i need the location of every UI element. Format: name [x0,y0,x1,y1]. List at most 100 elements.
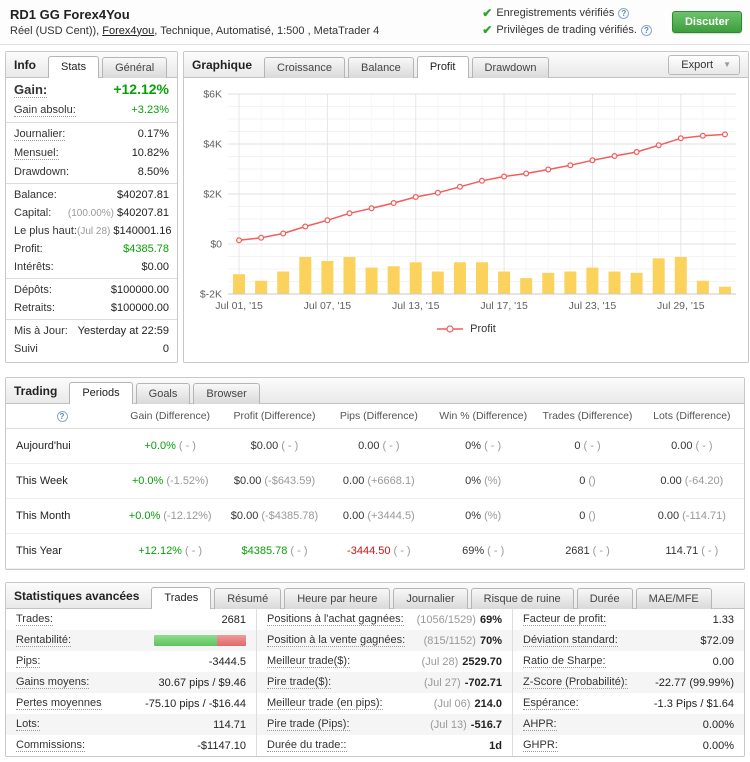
stat-value: 30.67 pips / $9.46 [158,676,246,689]
period-cell-value: 0% [465,510,482,522]
column-header: Profit (Difference) [222,404,327,429]
period-cell: 69%( - ) [431,534,536,569]
info-row-value: (100.00%) $40207.81 [67,207,169,219]
stat-row: Commissions: -$1147.10 [6,735,256,756]
daily-profit-bar [498,271,511,294]
stat-label: Facteur de profit: [523,613,607,626]
stat-row: Rentabilité: [6,630,256,651]
tab-info-g-n-ral[interactable]: Général [102,57,168,78]
subtitle-post: , Technique, Automatisé, 1:500 , MetaTra… [154,24,380,37]
tab-chart-drawdown[interactable]: Drawdown [471,57,550,78]
info-row-label: Mensuel: [14,147,59,160]
period-cell: 0() [535,464,640,499]
info-row: Intérêts: $0.00 [6,258,177,279]
tab-chart-profit[interactable]: Profit [416,56,469,78]
stat-row: GHPR: 0.00% [513,735,744,756]
daily-profit-bar [343,257,356,294]
tab-chart-balance[interactable]: Balance [348,57,414,78]
advanced-panel-header: Statistiques avancées Trades Résumé Heure … [6,583,744,609]
x-axis-label: Jul 01, '15 [215,300,263,312]
period-cell-difference: (-64.20) [684,475,724,487]
profitability-bar [154,635,246,647]
chart-panel: Graphique Croissance Balance Profit Drawdow… [183,51,749,363]
x-axis-label: Jul 07, '15 [304,300,352,312]
stat-label: Pertes moyennes [16,697,102,710]
period-cell-difference: ( - ) [484,440,502,452]
tab-advanced-mae-mfe[interactable]: MAE/MFE [635,588,712,609]
tab-trading-browser[interactable]: Browser [193,383,260,404]
period-cell: 2681( - ) [535,534,640,569]
stat-value: 1.33 [712,613,734,626]
broker-link[interactable]: Forex4you [102,24,155,37]
period-cell-value: 0 [579,510,586,522]
info-row-value: 10.82% [131,147,169,159]
daily-profit-bar [233,274,246,294]
period-cell-value: 0.00 [660,475,682,487]
period-cell: -3444.50( - ) [326,534,431,569]
column-header: Win % (Difference) [431,404,536,429]
period-cell-difference: (-12.12%) [163,510,212,522]
period-cell: $0.00 (-$4385.78) [222,499,327,534]
period-cell-value: +0.0% [131,475,164,487]
stat-label: Z-Score (Probabilité): [523,676,628,689]
period-cell: +0.0% (-12.12%) [118,499,223,534]
tab-info-stats[interactable]: Stats [48,56,100,78]
period-cell-value: $4385.78 [241,545,288,557]
profit-point [412,193,419,200]
stat-label: GHPR: [523,739,558,752]
info-row-label: Retraits: [14,302,55,314]
chart-legend[interactable]: Profit [188,319,744,341]
info-panel: Info Stats Général Gain: +12.12% Gain absol… [5,51,178,363]
advanced-stats-panel: Statistiques avancées Trades Résumé Heure … [5,582,745,757]
stat-row: AHPR: 0.00% [513,714,744,735]
export-button[interactable]: Export ▼ [668,54,740,75]
profit-point [479,177,486,184]
tab-trading-periods[interactable]: Periods [69,382,133,404]
stat-label: AHPR: [523,718,557,731]
daily-profit-bar [718,286,731,294]
period-cell-difference: ( - ) [290,545,308,557]
tab-advanced-trades[interactable]: Trades [151,587,212,609]
info-row: Suivi 0 [6,340,177,358]
period-cell-difference: (-$643.59) [264,475,316,487]
trading-tabs: Periods Goals Browser [69,381,260,404]
profitability-bar-win [154,635,218,647]
stat-value: -$1147.10 [197,739,246,752]
period-cell-value: $0.00 [233,475,262,487]
info-row-value: $100000.00 [110,284,169,296]
column-info-icon[interactable]: ? [56,411,68,422]
period-cell: 0% (%) [431,464,536,499]
help-icon[interactable]: ? [640,24,652,36]
help-icon[interactable]: ? [618,7,630,19]
period-cell-difference: ( - ) [695,440,713,452]
tab-advanced-heure-par-heure[interactable]: Heure par heure [284,588,391,609]
tab-advanced-journalier[interactable]: Journalier [393,588,468,609]
profit-legend-marker [437,325,464,333]
column-header: Lots (Difference) [639,404,744,429]
y-axis-label: $6K [203,89,222,101]
daily-profit-bar [542,272,555,294]
stat-label: Trades: [16,613,53,626]
discuss-button[interactable]: Discuter [671,10,742,33]
period-cell-difference: ( - ) [281,440,299,452]
info-row: Gain: +12.12% [6,78,177,101]
tab-chart-croissance[interactable]: Croissance [264,57,346,78]
profit-point [236,237,243,244]
stat-value-prefix: (815/1152) [423,634,476,647]
info-row: Capital: (100.00%) $40207.81 [6,204,177,222]
period-cell: +12.12%( - ) [118,534,223,569]
subtitle-pre: Réel (USD Cent)), [10,24,103,37]
info-row-label: Profit: [14,243,43,255]
info-row-label: Gain: [14,82,48,98]
tab-advanced-r-sum-[interactable]: Résumé [214,588,282,609]
stat-value: -3444.5 [208,655,246,668]
info-row-label: Le plus haut: [14,225,77,237]
trading-panel-header: Trading Periods Goals Browser [6,378,744,404]
tab-advanced-dur-e[interactable]: Durée [576,588,633,609]
stat-row: Z-Score (Probabilité): -22.77 (99.99%) [513,672,744,693]
period-cell-value: +0.0% [128,510,161,522]
daily-profit-bar [586,267,599,294]
profit-point [611,152,618,159]
tab-trading-goals[interactable]: Goals [135,383,191,404]
tab-advanced-risque-de-ruine[interactable]: Risque de ruine [470,588,574,609]
